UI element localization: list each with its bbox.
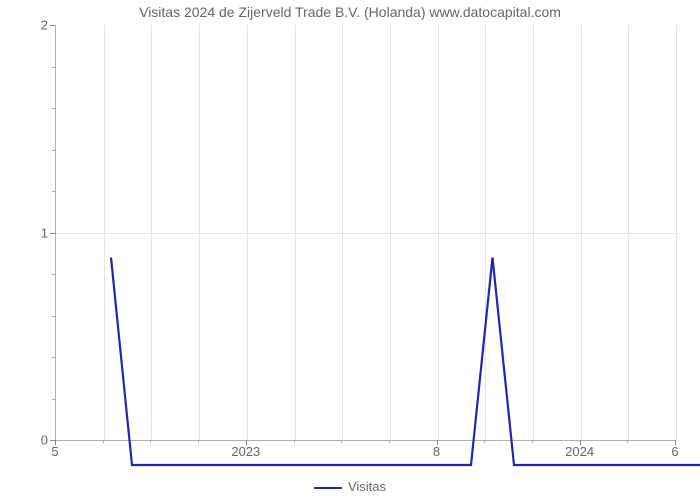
y-axis-minor-tick — [52, 108, 55, 109]
y-axis-minor-tick — [52, 399, 55, 400]
x-axis-label: 5 — [51, 444, 58, 459]
y-axis-minor-tick — [52, 191, 55, 192]
x-axis-label: 6 — [671, 444, 678, 459]
y-axis-label: 2 — [41, 18, 48, 33]
x-axis-label: 8 — [433, 444, 440, 459]
x-axis-minor-tick — [532, 440, 533, 443]
y-axis-minor-tick — [52, 357, 55, 358]
grid-vertical — [104, 25, 105, 440]
y-axis-tick — [50, 233, 55, 234]
y-axis-tick — [50, 25, 55, 26]
y-axis-minor-tick — [52, 150, 55, 151]
legend: Visitas — [0, 479, 700, 494]
x-axis-minor-tick — [627, 440, 628, 443]
series-line — [111, 50, 700, 465]
y-axis-minor-tick — [52, 67, 55, 68]
x-axis-tick — [437, 440, 438, 445]
plot-area — [55, 25, 676, 441]
x-axis-minor-tick — [198, 440, 199, 443]
x-axis-minor-tick — [389, 440, 390, 443]
y-axis-label: 0 — [41, 433, 48, 448]
x-axis-minor-tick — [150, 440, 151, 443]
x-axis-minor-tick — [294, 440, 295, 443]
x-axis-tick — [246, 440, 247, 445]
legend-swatch — [314, 487, 342, 489]
y-axis-minor-tick — [52, 316, 55, 317]
x-axis-tick — [580, 440, 581, 445]
x-axis-tick — [55, 440, 56, 445]
x-axis-minor-tick — [341, 440, 342, 443]
y-axis-label: 1 — [41, 225, 48, 240]
x-axis-tick — [675, 440, 676, 445]
chart-title: Visitas 2024 de Zijerveld Trade B.V. (Ho… — [0, 4, 700, 20]
legend-label: Visitas — [348, 479, 386, 494]
x-axis-minor-tick — [484, 440, 485, 443]
x-axis-label: 2023 — [231, 444, 260, 459]
chart-container: Visitas 2024 de Zijerveld Trade B.V. (Ho… — [0, 0, 700, 500]
y-axis-minor-tick — [52, 274, 55, 275]
x-axis-label: 2024 — [565, 444, 594, 459]
x-axis-minor-tick — [103, 440, 104, 443]
